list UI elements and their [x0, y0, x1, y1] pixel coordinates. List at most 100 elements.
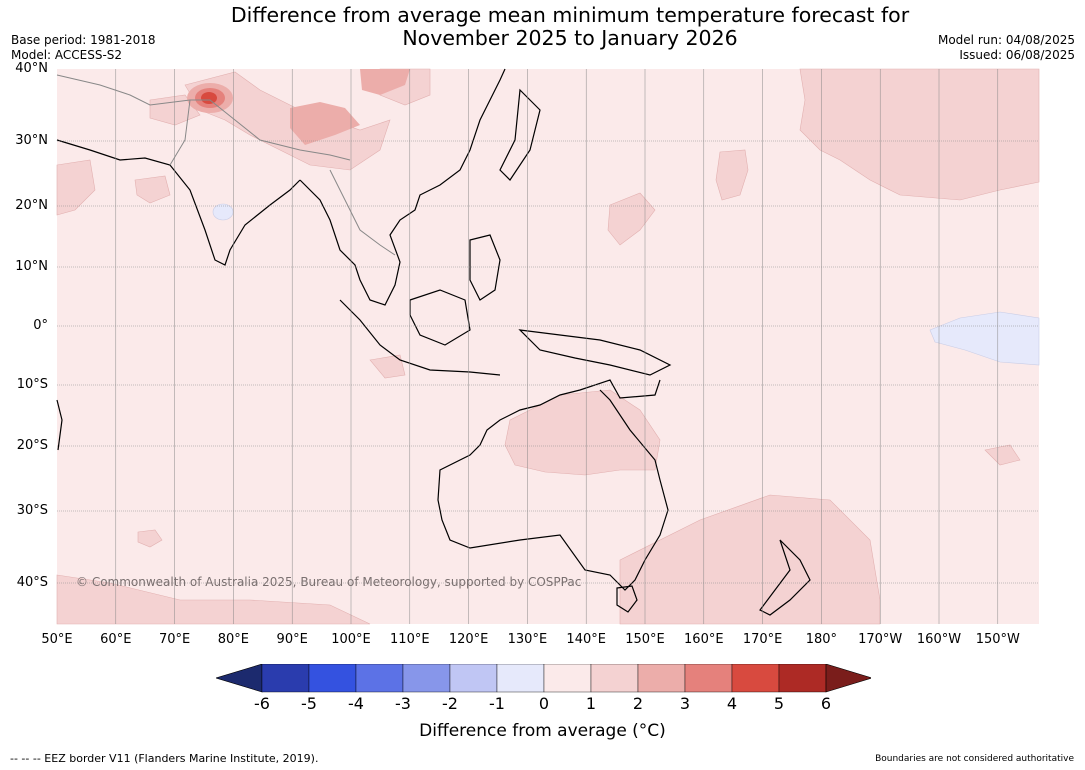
anomaly-region-indian-ocean-south [137, 529, 163, 548]
colorbar-swatch [449, 664, 498, 693]
lon-label: 50°E [41, 632, 73, 647]
lon-label: 110°E [390, 632, 430, 647]
meta-left: Base period: 1981-2018 Model: ACCESS-S2 [11, 33, 156, 63]
lon-label: 180° [805, 632, 838, 647]
colorbar-swatch [778, 664, 827, 693]
lat-label: 10°N [15, 259, 48, 274]
lon-label: 160°W [916, 632, 962, 647]
hotspot-tibet-north [360, 69, 410, 95]
coastline-east-asia [299, 68, 506, 306]
issued-date: Issued: 06/08/2025 [959, 48, 1075, 62]
colorbar-arrow-high [825, 664, 871, 693]
lon-label: 160°E [684, 632, 724, 647]
lon-label: 130°E [507, 632, 548, 647]
hotspot-kashmir-core [201, 92, 217, 104]
coastlines [56, 68, 811, 616]
lat-label: 20°S [16, 438, 48, 453]
anomaly-region-india-west [134, 175, 171, 204]
cool-anomalies [212, 203, 1040, 366]
lat-label: 10°S [16, 377, 48, 392]
colorbar-arrow-low [216, 664, 263, 693]
colorbar-tick-label: -3 [395, 694, 411, 713]
border-pakistan-india [169, 99, 191, 166]
model-run: Model run: 04/08/2025 [937, 33, 1075, 47]
coastline-new-guinea [518, 329, 672, 376]
lon-label: 100°E [331, 632, 371, 647]
colorbar-swatch [543, 664, 592, 693]
cool-region-india [212, 203, 234, 221]
colorbar-tick-label: -5 [301, 694, 317, 713]
lon-label: 80°E [217, 632, 250, 647]
eez-legend: -- -- -- EEZ border V11 (Flanders Marine… [10, 752, 319, 765]
colorbar-swatch [684, 664, 733, 693]
base-period: Base period: 1981-2018 [11, 33, 156, 47]
boundaries-disclaimer: Boundaries are not considered authoritat… [875, 754, 1074, 764]
colorbar-swatch [590, 664, 639, 693]
colorbar-swatch [496, 664, 545, 693]
anomaly-region-west-pacific [715, 149, 749, 201]
model-name: Model: ACCESS-S2 [11, 48, 123, 62]
lat-label: 0° [33, 318, 48, 333]
lon-label: 150°W [975, 632, 1020, 647]
anomaly-hotspots [187, 69, 410, 145]
anomaly-region-tasman-sea [619, 494, 881, 625]
lon-label: 170°E [742, 632, 783, 647]
anomaly-region-north-pacific [799, 68, 1040, 201]
lon-label: 140°E [566, 632, 606, 647]
lon-label: 120°E [448, 632, 489, 647]
colorbar-tick-label: -1 [489, 694, 505, 713]
title-line-1: Difference from average mean minimum tem… [230, 3, 910, 27]
coastline-new-zealand [759, 539, 811, 616]
colorbar-tick-label: 2 [632, 694, 644, 713]
colorbar-swatch [731, 664, 780, 693]
coastline-borneo [409, 289, 471, 346]
coastline-sumatra-java [339, 299, 501, 376]
cool-region-central-pacific [929, 311, 1040, 366]
anomaly-region-south-pacific [984, 444, 1021, 466]
lat-label: 30°N [15, 133, 48, 148]
border-indochina [329, 169, 396, 256]
lat-label: 40°N [15, 61, 48, 76]
colorbar-tick-label: 4 [726, 694, 738, 713]
colorbar-swatch [355, 664, 404, 693]
lon-label: 70°E [158, 632, 191, 647]
meta-right: Model run: 04/08/2025 Issued: 06/08/2025 [938, 33, 1075, 63]
coastline-philippines [469, 234, 501, 301]
lon-label: 170°W [858, 632, 903, 647]
anomaly-region-southern-ocean [56, 574, 371, 625]
colorbar-title: Difference from average (°C) [419, 721, 666, 741]
lon-label: 150°E [625, 632, 665, 647]
anomaly-region-java [369, 354, 406, 379]
lon-label: 90°E [276, 632, 308, 647]
colorbar-tick-label: -6 [254, 694, 270, 713]
colorbar-tick-label: 5 [773, 694, 785, 713]
colorbar-tick-label: 0 [538, 694, 550, 713]
colorbar-swatch [402, 664, 451, 693]
colorbar-swatch [261, 664, 310, 693]
chart-title: Difference from average mean minimum tem… [180, 4, 960, 50]
colorbar-tick-label: 1 [585, 694, 597, 713]
copyright-notice: © Commonwealth of Australia 2025, Bureau… [76, 575, 582, 589]
lat-label: 30°S [16, 503, 48, 518]
coastline-africa [56, 399, 63, 451]
colorbar-swatch [637, 664, 686, 693]
anomaly-regions [56, 68, 1040, 625]
colorbar-tick-label: 3 [679, 694, 691, 713]
lon-label: 60°E [100, 632, 132, 647]
hotspot-tibet [290, 102, 360, 145]
colorbar-tick-label: 6 [820, 694, 832, 713]
border-central-asia [56, 74, 351, 161]
title-line-2: November 2025 to January 2026 [402, 26, 738, 50]
coastline-tasmania [616, 585, 638, 613]
gridlines [57, 69, 1039, 624]
coastline-south-asia [56, 139, 301, 266]
colorbar-swatch [308, 664, 357, 693]
colorbar-tick-label: -2 [442, 694, 458, 713]
anomaly-region-arabia [56, 159, 96, 216]
country-borders [56, 74, 396, 256]
colorbar-tick-label: -4 [348, 694, 364, 713]
coastline-japan [499, 88, 541, 181]
lat-label: 20°N [15, 198, 48, 213]
lat-label: 40°S [16, 575, 48, 590]
